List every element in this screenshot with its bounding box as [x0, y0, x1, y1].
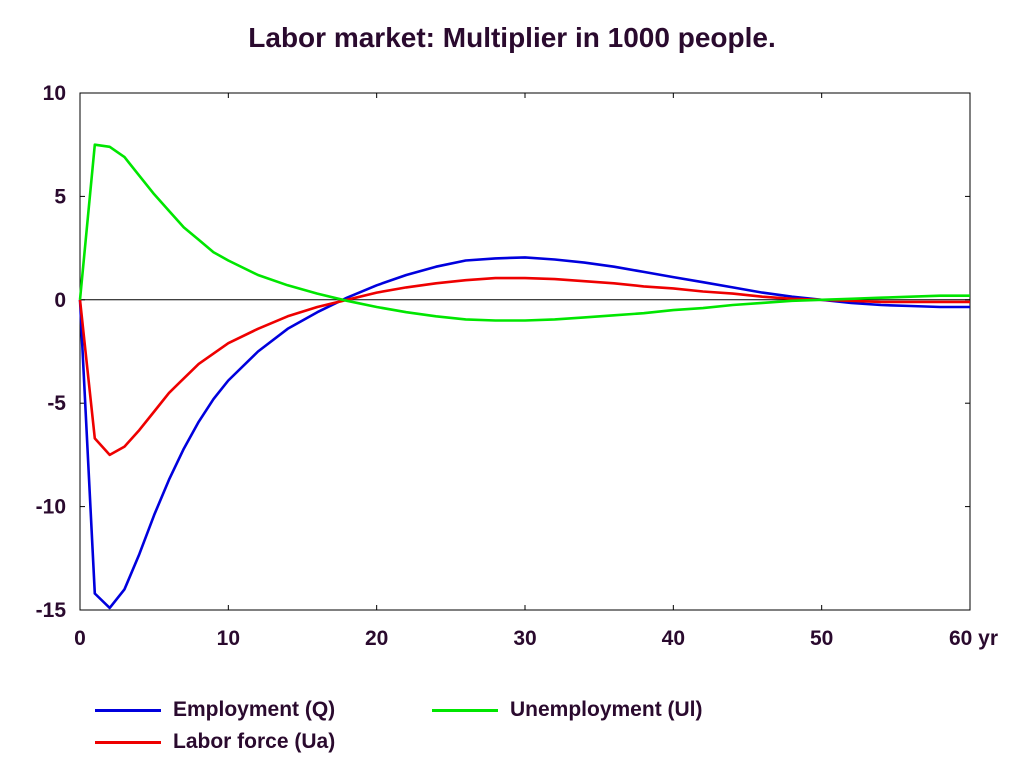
legend-item: Labor force (Ua): [95, 730, 335, 754]
axes: [79, 92, 971, 611]
chart-title: Labor market: Multiplier in 1000 people.: [248, 22, 776, 53]
legend-swatch: [95, 740, 161, 744]
plot-frame: [79, 92, 971, 611]
x-tick-label: 0: [74, 627, 86, 650]
y-tick-label: -5: [47, 392, 66, 415]
legend-label: Employment (Q): [173, 698, 336, 721]
legend-item: Employment (Q): [95, 698, 335, 722]
legend-item: Unemployment (Ul): [432, 698, 703, 722]
series-lines: [78, 143, 970, 610]
legend-swatch: [432, 708, 498, 712]
x-tick-label: 20: [365, 627, 388, 650]
series-line-unemployment-ul: [78, 143, 970, 322]
x-tick-label: 10: [217, 627, 240, 650]
x-tick-label: 50: [810, 627, 833, 650]
y-tick-label: 5: [54, 185, 66, 208]
legend-label: Labor force (Ua): [173, 730, 336, 753]
x-tick-label: 40: [662, 627, 685, 650]
series-line-employment-q: [78, 256, 970, 610]
x-tick-label: 30: [513, 627, 536, 650]
y-tick-label: -10: [36, 496, 66, 519]
y-tick-label: 10: [43, 82, 66, 105]
y-tick-label: -15: [36, 599, 67, 622]
series-line-labor-force-ua: [78, 276, 970, 457]
legend-label: Unemployment (Ul): [510, 698, 703, 721]
x-tick-label: 60 yr: [949, 627, 998, 650]
y-tick-label: 0: [54, 289, 66, 312]
legend-swatch: [95, 708, 161, 712]
